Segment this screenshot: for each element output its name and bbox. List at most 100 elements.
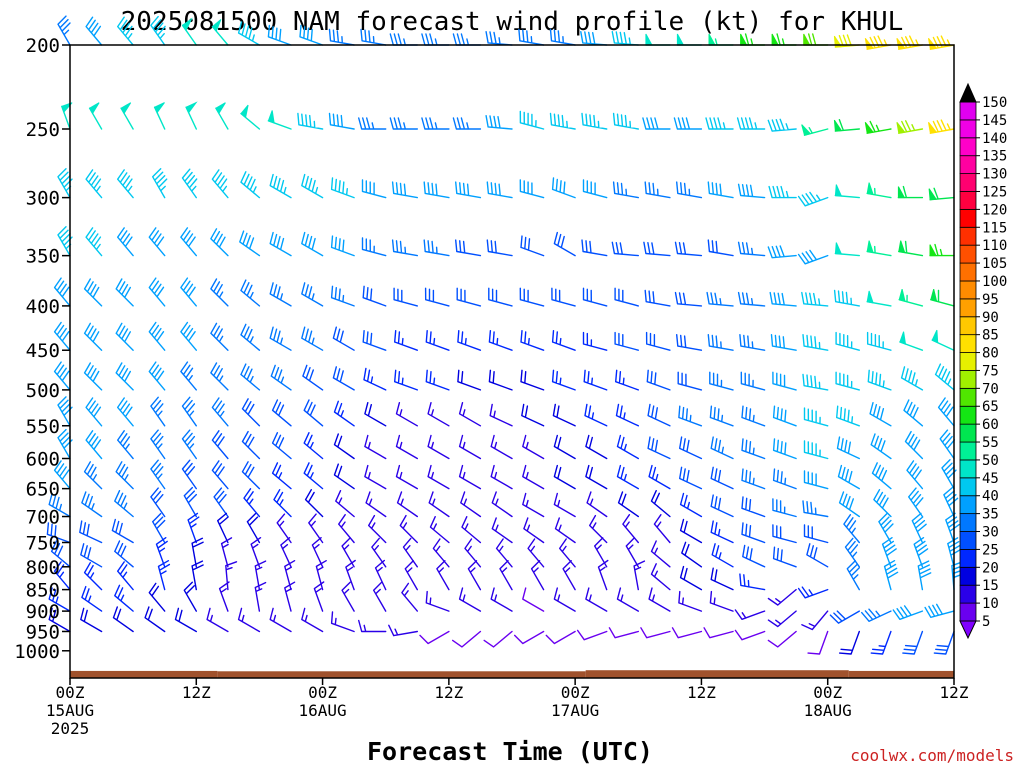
wind-barb xyxy=(181,396,197,427)
wind-barb xyxy=(869,402,892,427)
x-tick-label: 16AUG xyxy=(298,701,346,720)
colorbar-label: 100 xyxy=(982,274,1007,290)
wind-barb xyxy=(155,537,168,568)
wind-barb xyxy=(646,369,671,391)
y-tick-label: 750 xyxy=(26,532,60,554)
wind-barb xyxy=(461,516,482,544)
y-tick-label: 650 xyxy=(26,479,60,501)
wind-barb xyxy=(237,21,261,46)
wind-barb xyxy=(271,462,292,490)
wind-barb xyxy=(394,369,418,391)
wind-barb xyxy=(284,560,296,591)
wind-barb xyxy=(945,512,960,544)
colorbar-label: 110 xyxy=(982,238,1007,254)
wind-barb xyxy=(514,630,545,645)
wind-barb xyxy=(330,235,355,257)
wind-barb xyxy=(83,362,103,391)
wind-barb xyxy=(180,227,197,257)
wind-barb xyxy=(85,227,103,257)
colorbar-cell xyxy=(959,155,977,174)
wind-barb xyxy=(553,464,576,490)
colorbar-label: 10 xyxy=(982,596,999,612)
wind-barb xyxy=(79,520,103,544)
x-tick-label: 15AUG xyxy=(46,701,94,720)
wind-barb xyxy=(807,630,829,655)
colorbar-cell xyxy=(959,298,977,318)
wind-barb xyxy=(114,540,134,568)
wind-barb xyxy=(829,610,860,624)
wind-barb xyxy=(332,366,355,391)
y-tick-label: 800 xyxy=(26,557,60,579)
wind-barb xyxy=(917,560,932,591)
wind-barb xyxy=(679,466,703,490)
wind-barb xyxy=(338,514,355,544)
wind-barb xyxy=(368,514,387,544)
wind-barb xyxy=(150,15,166,46)
wind-barb xyxy=(436,560,450,591)
wind-barb-flag xyxy=(833,119,843,132)
wind-barb xyxy=(768,185,797,199)
wind-barb xyxy=(57,168,73,199)
x-tick-label: 00Z xyxy=(308,683,337,702)
wind-barb xyxy=(210,322,229,351)
wind-barb xyxy=(148,361,166,391)
wind-barb xyxy=(903,399,924,427)
wind-barb xyxy=(844,537,860,568)
wind-barb xyxy=(772,524,797,544)
wind-barb xyxy=(673,117,703,130)
wind-barb xyxy=(361,237,387,257)
colorbar-label: 90 xyxy=(982,310,999,326)
wind-barb xyxy=(585,464,608,490)
colorbar-cell xyxy=(959,101,977,121)
wind-barb xyxy=(152,512,166,544)
wind-barb xyxy=(174,607,197,633)
wind-barb xyxy=(404,560,418,591)
colorbar-label: 30 xyxy=(982,525,999,541)
y-tick-label: 250 xyxy=(26,119,60,141)
wind-barb xyxy=(488,287,513,307)
colorbar-cell xyxy=(959,584,977,604)
colorbar-cell xyxy=(959,316,977,336)
wind-barb xyxy=(304,489,324,518)
wind-barb xyxy=(803,470,829,490)
wind-barb xyxy=(115,362,134,391)
wind-barb xyxy=(839,630,860,655)
wind-barb xyxy=(421,117,450,130)
colorbar-label: 25 xyxy=(982,542,999,558)
wind-barb xyxy=(303,462,324,490)
wind-barb xyxy=(180,277,197,307)
wind-barb xyxy=(741,405,766,427)
wind-barb xyxy=(633,560,646,591)
wind-barb xyxy=(797,249,829,265)
wind-barb xyxy=(900,366,924,391)
wind-barb xyxy=(315,560,327,591)
wind-barb xyxy=(144,606,166,633)
wind-barb xyxy=(767,245,797,259)
wind-barb xyxy=(678,590,703,612)
colorbar-cell xyxy=(959,173,977,192)
wind-barb xyxy=(330,285,355,307)
wind-barb xyxy=(427,464,450,490)
wind-barb xyxy=(911,512,927,544)
colorbar-label: 85 xyxy=(982,328,999,344)
wind-barb xyxy=(150,396,166,427)
colorbar-cell xyxy=(959,531,977,550)
wind-barb xyxy=(181,429,197,460)
wind-barb xyxy=(878,512,894,544)
wind-barb xyxy=(924,603,955,618)
wind-barb xyxy=(391,239,418,257)
wind-barb xyxy=(741,468,766,490)
wind-barb xyxy=(183,581,197,612)
wind-barb xyxy=(271,399,292,427)
wind-barb xyxy=(870,630,892,655)
wind-barb xyxy=(582,179,608,199)
wind-barb xyxy=(867,369,892,391)
wind-barb xyxy=(241,461,261,490)
wind-barb xyxy=(553,434,576,460)
y-tick-label: 450 xyxy=(26,340,60,362)
wind-barb xyxy=(210,278,229,307)
wind-barb xyxy=(393,287,418,307)
wind-barb xyxy=(562,560,576,591)
wind-barb xyxy=(676,181,703,199)
wind-barb-flag xyxy=(931,329,939,344)
